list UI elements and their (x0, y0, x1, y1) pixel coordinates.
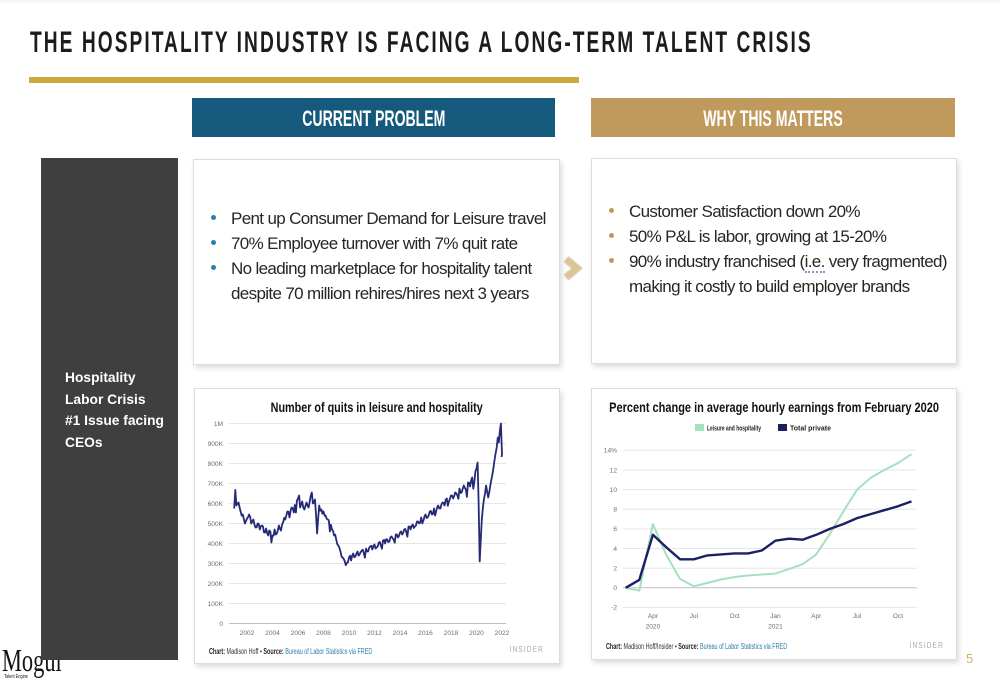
svg-text:Leisure and hospitality: Leisure and hospitality (707, 426, 761, 433)
svg-text:2021: 2021 (768, 624, 783, 631)
svg-text:2006: 2006 (291, 630, 306, 637)
svg-text:2014: 2014 (393, 630, 408, 637)
svg-text:Apr: Apr (811, 613, 822, 620)
svg-text:2008: 2008 (316, 630, 331, 637)
svg-text:400K: 400K (208, 541, 224, 548)
svg-text:700K: 700K (208, 481, 224, 488)
svg-text:500K: 500K (208, 521, 224, 528)
svg-text:Oct: Oct (729, 613, 739, 620)
svg-text:4: 4 (613, 546, 617, 553)
svg-text:2: 2 (613, 566, 617, 573)
svg-text:Total private: Total private (790, 426, 831, 433)
svg-text:100K: 100K (208, 601, 224, 608)
svg-text:Jan: Jan (770, 613, 781, 620)
svg-text:200K: 200K (208, 581, 224, 588)
svg-text:Jul: Jul (853, 613, 862, 620)
svg-text:0: 0 (613, 585, 617, 592)
svg-text:6: 6 (613, 526, 617, 533)
svg-text:2020: 2020 (469, 630, 484, 637)
svg-text:2002: 2002 (240, 630, 255, 637)
svg-text:2016: 2016 (418, 630, 433, 637)
svg-text:2020: 2020 (646, 624, 661, 631)
svg-text:10: 10 (610, 487, 618, 494)
svg-text:800K: 800K (208, 461, 224, 468)
svg-text:-2: -2 (611, 605, 617, 612)
svg-text:8: 8 (613, 507, 617, 514)
svg-text:2018: 2018 (444, 630, 459, 637)
svg-text:Apr: Apr (648, 613, 659, 620)
svg-text:12: 12 (610, 467, 618, 474)
svg-text:14%: 14% (604, 448, 617, 455)
svg-text:Jul: Jul (690, 613, 699, 620)
svg-text:1M: 1M (214, 421, 223, 428)
svg-text:2012: 2012 (367, 630, 382, 637)
svg-text:2010: 2010 (342, 630, 357, 637)
svg-text:2022: 2022 (495, 630, 510, 637)
svg-text:900K: 900K (208, 441, 224, 448)
svg-text:2004: 2004 (265, 630, 280, 637)
svg-text:Oct: Oct (893, 613, 903, 620)
svg-text:600K: 600K (208, 501, 224, 508)
svg-text:0: 0 (219, 621, 223, 628)
svg-text:300K: 300K (208, 561, 224, 568)
